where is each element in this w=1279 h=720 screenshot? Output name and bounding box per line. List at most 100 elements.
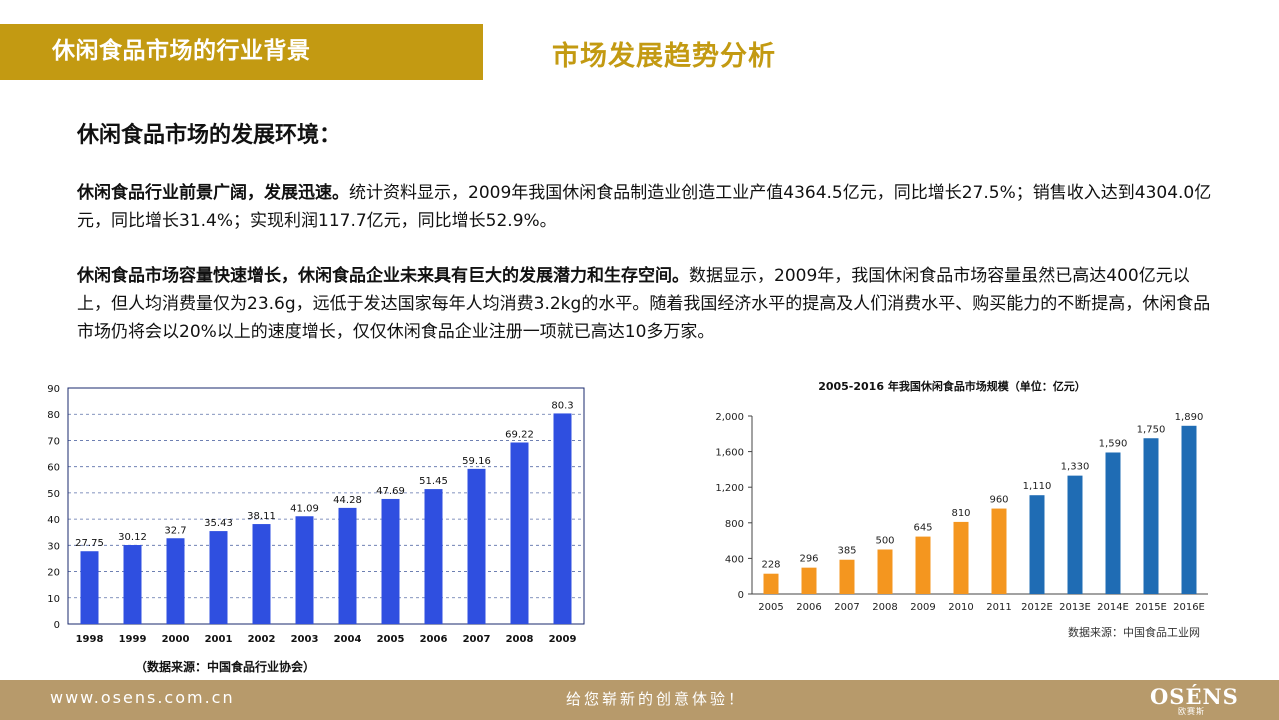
section-heading: 休闲食品市场的发展环境：	[77, 123, 342, 148]
chart-title: 2005-2016 年我国休闲食品市场规模（单位：亿元）	[818, 379, 1086, 393]
data-label: 228	[761, 560, 780, 571]
bar	[123, 545, 142, 624]
data-label: 500	[875, 536, 894, 547]
footer-url: www.osens.com.cn	[50, 688, 235, 707]
header-title: 休闲食品市场的行业背景	[52, 38, 311, 64]
paragraph-market-capacity: 休闲食品市场容量快速增长，休闲食品企业未来具有巨大的发展潜力和生存空间。数据显示…	[77, 262, 1217, 346]
data-label: 1,590	[1099, 438, 1128, 449]
chart-industry-value: 0 10 20 30 40 50 60 70 80 90 27.75 1998 30.12 1999 32.…	[28, 374, 594, 680]
data-label: 51.45	[419, 476, 448, 487]
y-tick-label: 90	[47, 384, 60, 395]
x-tick-label: 2005	[377, 634, 405, 645]
brand-logo-subtitle: 欧赛斯	[1178, 707, 1205, 716]
data-label: 1,110	[1023, 481, 1052, 492]
x-tick-label: 2005	[758, 602, 783, 613]
x-tick-label: 2001	[205, 634, 233, 645]
chart-market-size: 2005-2016 年我国休闲食品市场规模（单位：亿元） 0 400 800 1,200…	[698, 372, 1236, 650]
x-tick-label: 2009	[549, 634, 577, 645]
plot-frame	[67, 387, 585, 625]
data-label: 1,890	[1175, 412, 1204, 423]
bar	[424, 489, 443, 624]
bar	[1105, 452, 1121, 594]
bar	[510, 442, 529, 624]
y-tick-label: 70	[47, 436, 60, 447]
x-tick-label: 2016E	[1173, 602, 1205, 613]
y-tick-label: 60	[47, 463, 60, 474]
x-tick-label: 2003	[291, 634, 319, 645]
x-tick-label: 2014E	[1097, 602, 1129, 613]
bar	[1143, 438, 1159, 594]
x-tick-label: 2007	[834, 602, 859, 613]
data-label: 38.11	[247, 511, 276, 522]
x-tick-label: 1999	[119, 634, 147, 645]
bar	[991, 508, 1007, 594]
header-bar	[0, 24, 483, 80]
bar	[1181, 425, 1197, 594]
data-label: 810	[951, 508, 970, 519]
paragraph-industry-outlook: 休闲食品行业前景广阔，发展迅速。统计资料显示，2009年我国休闲食品制造业创造工…	[77, 179, 1217, 235]
footer-bar	[0, 680, 1279, 720]
data-label: 35.43	[204, 518, 233, 529]
y-tick-label: 10	[47, 594, 60, 605]
bar	[953, 521, 969, 594]
y-tick-label: 800	[725, 519, 744, 530]
bar	[839, 559, 855, 594]
paragraph-body: 数据显示，2009年，我国休闲食品市场容量虽然已高达400亿元以上，但人均消费量…	[77, 266, 1211, 342]
data-label: 1,330	[1061, 462, 1090, 473]
data-label: 960	[989, 495, 1008, 506]
bar	[166, 538, 185, 624]
chart-source: （数据来源：中国食品行业协会）	[135, 659, 315, 674]
data-label: 44.28	[333, 495, 362, 506]
x-tick-label: 2008	[872, 602, 897, 613]
x-tick-label: 2006	[796, 602, 821, 613]
bar	[1029, 495, 1045, 594]
y-tick-label: 20	[47, 568, 60, 579]
x-tick-label: 2008	[506, 634, 534, 645]
x-tick-label: 2013E	[1059, 602, 1091, 613]
paragraph-body: 统计资料显示，2009年我国休闲食品制造业创造工业产值4364.5亿元，同比增长…	[77, 183, 1212, 231]
chart-industry-value-svg: 0 10 20 30 40 50 60 70 80 90 27.75 1998 30.12 1999 32.…	[28, 374, 594, 680]
bar	[338, 507, 357, 624]
paragraph-lead: 休闲食品行业前景广阔，发展迅速。	[77, 183, 349, 203]
bar	[209, 531, 228, 624]
data-label: 32.7	[164, 525, 186, 536]
y-tick-label: 80	[47, 410, 60, 421]
x-tick-label: 2011	[986, 602, 1011, 613]
data-label: 645	[913, 523, 932, 534]
data-label: 27.75	[75, 538, 104, 549]
y-tick-label: 0	[54, 620, 60, 631]
x-tick-label: 2010	[948, 602, 973, 613]
bar	[915, 536, 931, 594]
bar	[1067, 475, 1083, 594]
data-label: 385	[837, 546, 856, 557]
bar	[763, 573, 779, 594]
data-label: 47.69	[376, 486, 405, 497]
y-tick-label: 30	[47, 541, 60, 552]
x-tick-label: 1998	[76, 634, 104, 645]
x-tick-label: 2006	[420, 634, 448, 645]
x-tick-label: 2012E	[1021, 602, 1053, 613]
chart-market-size-svg: 2005-2016 年我国休闲食品市场规模（单位：亿元） 0 400 800 1,200…	[715, 379, 1208, 639]
x-tick-label: 2009	[910, 602, 935, 613]
data-label: 69.22	[505, 429, 534, 440]
x-tick-label: 2015E	[1135, 602, 1167, 613]
y-tick-label: 400	[725, 554, 744, 565]
y-tick-label: 40	[47, 515, 60, 526]
y-tick-label: 1,600	[715, 448, 744, 459]
footer-slogan: 给您崭新的创意体验！	[566, 690, 747, 708]
bar	[467, 468, 486, 624]
paragraph-lead: 休闲食品市场容量快速增长，休闲食品企业未来具有巨大的发展潜力和生存空间。	[77, 266, 689, 286]
data-label: 30.12	[118, 532, 147, 543]
bar	[80, 551, 99, 624]
x-tick-label: 2000	[162, 634, 190, 645]
y-tick-label: 1,200	[715, 483, 744, 494]
brand-logo: OSÉNS	[1150, 684, 1239, 709]
y-tick-label: 0	[738, 590, 744, 601]
x-tick-label: 2002	[248, 634, 276, 645]
bar	[295, 516, 314, 624]
y-tick-label: 50	[47, 489, 60, 500]
data-label: 80.3	[551, 400, 573, 411]
bar	[381, 498, 400, 624]
data-label: 296	[799, 554, 818, 565]
bar	[252, 524, 271, 624]
